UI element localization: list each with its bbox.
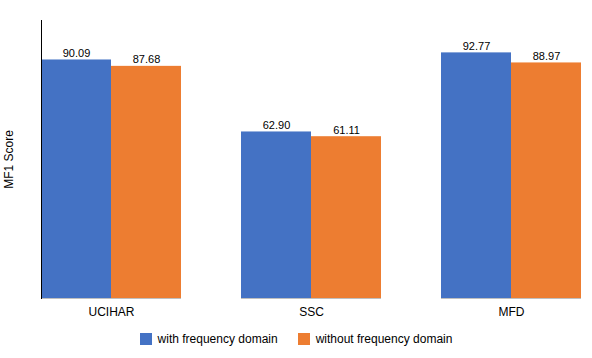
svg-text:MF1 Score: MF1 Score [2, 130, 16, 189]
svg-text:87.68: 87.68 [133, 53, 161, 65]
svg-text:UCIHAR: UCIHAR [88, 305, 134, 319]
svg-text:SSC: SSC [299, 305, 324, 319]
svg-text:MFD: MFD [499, 305, 525, 319]
svg-text:61.11: 61.11 [333, 124, 360, 136]
svg-text:90.09: 90.09 [63, 47, 91, 59]
html-text:with frequency domain: with frequency domain [157, 332, 278, 346]
svg-text:88.97: 88.97 [533, 50, 561, 62]
html-text:without frequency domain: without frequency domain [315, 332, 453, 346]
svg-text:62.90: 62.90 [263, 119, 291, 131]
svg-text:92.77: 92.77 [463, 40, 491, 52]
